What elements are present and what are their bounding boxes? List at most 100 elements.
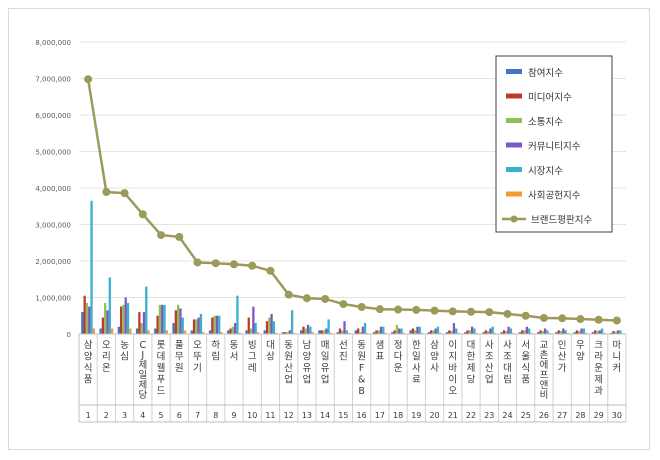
y-tick-label: 5,000,000	[35, 149, 71, 157]
bar-소통지수	[523, 330, 526, 334]
bar-사회공헌지수	[585, 332, 588, 334]
x-index-label: 14	[320, 411, 330, 420]
line-point	[102, 188, 111, 197]
bar-커뮤니티지수	[398, 328, 401, 334]
bar-참여지수	[318, 330, 321, 334]
bar-소통지수	[359, 332, 362, 334]
x-index-label: 22	[466, 411, 476, 420]
bar-시장지수	[345, 330, 348, 334]
bar-소통지수	[596, 331, 599, 334]
x-index-label: 25	[521, 411, 531, 420]
bar-시장지수	[108, 277, 111, 334]
bar-미디어지수	[229, 328, 232, 334]
bar-시장지수	[126, 302, 130, 334]
bar-소통지수	[268, 317, 271, 334]
bar-참여지수	[609, 332, 613, 334]
x-index-label: 8	[213, 411, 218, 420]
bar-사회공헌지수	[183, 330, 187, 334]
bar-참여지수	[573, 332, 576, 334]
bar-참여지수	[464, 332, 467, 334]
bar-커뮤니티지수	[325, 328, 328, 334]
bar-커뮤니티지수	[616, 330, 620, 334]
bar-사회공헌지수	[329, 332, 333, 334]
bar-커뮤니티지수	[489, 328, 492, 334]
bar-소통지수	[231, 326, 234, 334]
bar-소통지수	[505, 331, 508, 334]
bar-참여지수	[81, 312, 84, 334]
bar-커뮤니티지수	[598, 330, 601, 334]
bar-사회공헌지수	[420, 332, 424, 334]
y-tick-label: 4,000,000	[35, 185, 71, 193]
line-point	[284, 290, 293, 299]
bar-사회공헌지수	[402, 332, 405, 334]
bar-소통지수	[468, 330, 472, 334]
bar-사회공헌지수	[548, 332, 551, 334]
bar-참여지수	[208, 330, 212, 334]
line-point	[138, 210, 147, 219]
line-point	[302, 294, 311, 303]
bar-미디어지수	[119, 306, 123, 334]
bar-시장지수	[254, 323, 257, 334]
bar-소통지수	[176, 304, 180, 334]
bar-커뮤니티지수	[197, 317, 200, 334]
bar-커뮤니티지수	[306, 324, 310, 334]
bar-사회공헌지수	[147, 330, 150, 334]
x-index-label: 29	[594, 411, 604, 420]
line-point	[248, 261, 257, 270]
bar-시장지수	[491, 326, 494, 334]
line-point	[594, 315, 603, 324]
x-index-label: 23	[484, 411, 494, 420]
bar-사회공헌지수	[275, 332, 278, 334]
x-index-label: 19	[411, 411, 421, 420]
bar-미디어지수	[411, 328, 415, 334]
bar-사회공헌지수	[202, 332, 205, 334]
bar-커뮤니티지수	[106, 310, 109, 334]
legend-swatch	[506, 142, 522, 148]
bar-커뮤니티지수	[343, 321, 346, 334]
legend-swatch	[506, 191, 522, 197]
bar-미디어지수	[612, 331, 615, 334]
bar-시장지수	[272, 321, 276, 334]
bar-사회공헌지수	[256, 332, 260, 334]
bar-시장지수	[619, 330, 622, 334]
bar-시장지수	[236, 295, 239, 334]
bar-시장지수	[163, 304, 166, 334]
x-index-label: 2	[104, 411, 109, 420]
bar-참여지수	[591, 332, 595, 334]
bar-미디어지수	[265, 321, 269, 334]
legend-swatch	[506, 118, 522, 123]
bar-시장지수	[145, 286, 148, 334]
bar-사회공헌지수	[566, 332, 570, 334]
line-point	[321, 294, 330, 303]
bar-미디어지수	[393, 330, 396, 334]
bar-미디어지수	[192, 319, 196, 334]
bar-미디어지수	[101, 317, 105, 334]
bar-미디어지수	[466, 330, 469, 334]
bar-소통지수	[432, 330, 435, 334]
bar-참여지수	[391, 332, 394, 334]
legend-swatch	[506, 167, 522, 172]
bar-사회공헌지수	[384, 332, 387, 334]
bar-시장지수	[90, 200, 93, 334]
bar-참여지수	[336, 332, 339, 334]
bar-미디어지수	[502, 330, 506, 334]
x-index-label: 12	[284, 411, 294, 420]
bar-소통지수	[541, 331, 544, 334]
y-tick-label: 8,000,000	[35, 39, 71, 47]
x-index-label: 17	[375, 411, 385, 420]
bar-미디어지수	[448, 330, 451, 334]
bar-사회공헌지수	[311, 332, 314, 334]
bar-커뮤니티지수	[124, 297, 127, 334]
line-point	[394, 305, 403, 314]
